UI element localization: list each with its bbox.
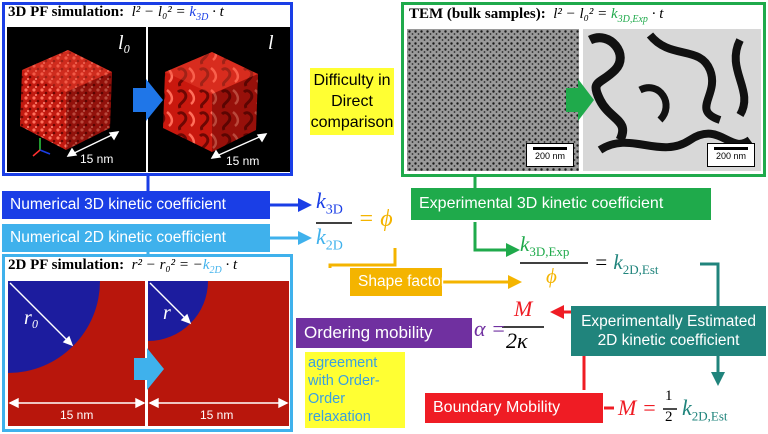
eq4-frac-num: 1 [665, 388, 673, 404]
difficulty-note: Difficulty in Direct comparison [310, 68, 394, 135]
tem-final-texture [587, 32, 753, 154]
pf2d-transition-arrow [134, 348, 164, 390]
pf2d-equation: r² − r₀² = −k2D · t [131, 257, 238, 276]
tem-equation: l² − l₀² = k3D,Exp · t [553, 6, 664, 25]
pf2d-scale-left: 15 nm [60, 408, 94, 422]
pf3d-l0-label: l₀ [118, 32, 131, 54]
pf3d-cube-initial [20, 50, 112, 150]
pf2d-scale-right: 15 nm [200, 408, 234, 422]
eq1-rhs: = ϕ [358, 206, 393, 232]
pf3d-scale-right: 15 nm [226, 154, 260, 168]
tem-transition-arrow [566, 79, 594, 121]
ordering-mobility-label: Ordering mobility [296, 318, 472, 348]
eq3-numerator: M [514, 296, 533, 321]
pf3d-title: 3D PF simulation: l² − l₀² = k3D · t [8, 4, 224, 23]
eq3-denominator: 2κ [506, 328, 528, 353]
eq4-lhs: M = [618, 395, 657, 420]
pf3d-scale-left: 15 nm [80, 152, 114, 166]
pf2d-r-label: r [163, 302, 171, 324]
pf3d-equation: l² − l₀² = k3D · t [131, 4, 224, 23]
pf2d-r0-label: r₀ [24, 307, 39, 329]
experimental-3d-label: Experimental 3D kinetic coefficient [411, 188, 711, 220]
numerical-3d-label: Numerical 3D kinetic coefficient [2, 191, 270, 219]
axis-gizmo-icon [32, 138, 51, 157]
eq1-denominator: k2D [316, 224, 343, 254]
pf3d-transition-arrow [133, 79, 163, 121]
tem-title: TEM (bulk samples): l² − l₀² = k3D,Exp ·… [409, 6, 664, 25]
eq2-denominator: ϕ [546, 264, 557, 288]
eq2-numerator: k3D,Exp [520, 232, 570, 260]
pf3d-scale-arrows [66, 131, 268, 159]
numerical-2d-label: Numerical 2D kinetic coefficient [2, 224, 270, 252]
eq1-numerator: k3D [316, 188, 343, 218]
eq4-frac-den: 2 [665, 409, 673, 425]
estimated-2d-label: Experimentally Estimated 2D kinetic coef… [571, 306, 766, 356]
boundary-mobility-label: Boundary Mobility [425, 393, 603, 423]
pf2d-image-initial [8, 281, 146, 426]
pf2d-radius-arrows [8, 282, 289, 409]
eq3-lhs: α = [474, 316, 506, 341]
pf3d-l-label: l [268, 32, 274, 54]
pf3d-cube-final [163, 52, 258, 152]
eq2-rhs: = k2D,Est [594, 250, 659, 278]
tem-scale-right: 200 nm [707, 143, 755, 167]
tem-scale-left: 200 nm [526, 143, 574, 167]
agreement-note: agreement with Order-Order relaxation [305, 352, 405, 428]
eq4-rhs: k2D,Est [682, 395, 728, 424]
shape-factor-label: Shape factor [350, 268, 446, 296]
pf2d-title: 2D PF simulation: r² − r₀² = −k2D · t [8, 257, 238, 276]
